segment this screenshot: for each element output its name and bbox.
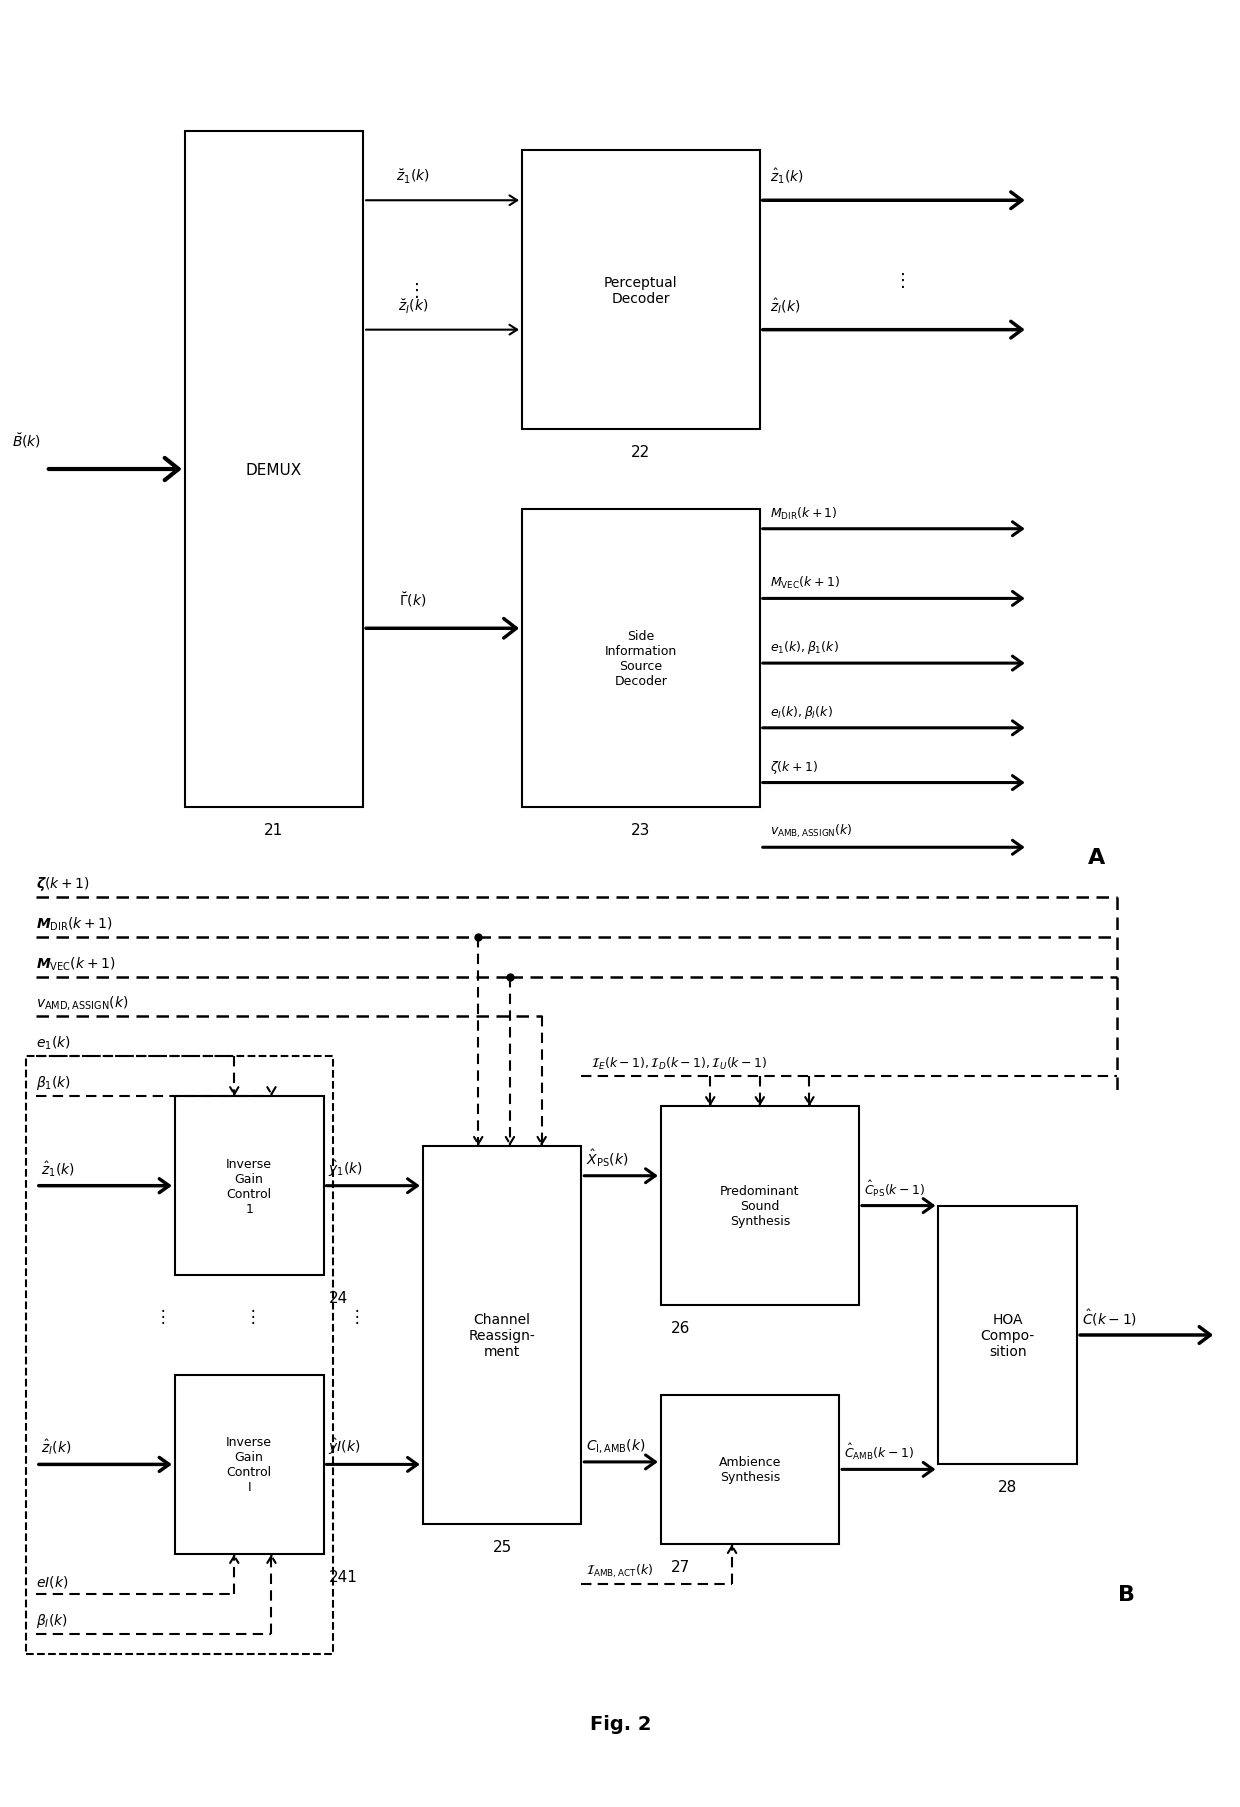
Text: Predominant
Sound
Synthesis: Predominant Sound Synthesis bbox=[720, 1184, 800, 1227]
Text: $\zeta(k+1)$: $\zeta(k+1)$ bbox=[770, 759, 818, 775]
Text: $\vdots$: $\vdots$ bbox=[407, 282, 419, 300]
Text: 27: 27 bbox=[671, 1559, 689, 1574]
Bar bbox=[522, 510, 760, 808]
Text: 21: 21 bbox=[264, 822, 284, 838]
Bar bbox=[939, 1205, 1078, 1465]
Text: $e_1(k)$: $e_1(k)$ bbox=[36, 1034, 71, 1052]
Text: $\hat{X}_{\mathrm{PS}}(k)$: $\hat{X}_{\mathrm{PS}}(k)$ bbox=[587, 1146, 629, 1167]
Text: Inverse
Gain
Control
I: Inverse Gain Control I bbox=[226, 1435, 272, 1494]
Bar bbox=[26, 1057, 334, 1653]
Text: A: A bbox=[1089, 847, 1106, 867]
Text: $\mathcal{I}_E(k-1), \mathcal{I}_D(k-1), \mathcal{I}_U(k-1)$: $\mathcal{I}_E(k-1), \mathcal{I}_D(k-1),… bbox=[591, 1055, 768, 1072]
Text: $e_I(k), \beta_I(k)$: $e_I(k), \beta_I(k)$ bbox=[770, 703, 832, 721]
Text: $\hat{z}_1(k)$: $\hat{z}_1(k)$ bbox=[41, 1158, 74, 1178]
Text: $\breve{z}_1(k)$: $\breve{z}_1(k)$ bbox=[396, 168, 429, 186]
Bar bbox=[522, 152, 760, 430]
Text: $\hat{z}_I(k)$: $\hat{z}_I(k)$ bbox=[41, 1437, 71, 1456]
Text: $\hat{C}_{\mathrm{PS}}(k-1)$: $\hat{C}_{\mathrm{PS}}(k-1)$ bbox=[864, 1178, 925, 1198]
Bar bbox=[661, 1395, 839, 1545]
Text: $\breve{z}_I(k)$: $\breve{z}_I(k)$ bbox=[398, 298, 428, 316]
Text: $\boldsymbol{M}_{\mathrm{VEC}}(k+1)$: $\boldsymbol{M}_{\mathrm{VEC}}(k+1)$ bbox=[36, 954, 115, 972]
Text: $\hat{C}(k-1)$: $\hat{C}(k-1)$ bbox=[1083, 1306, 1137, 1328]
Text: 25: 25 bbox=[492, 1540, 512, 1554]
Text: Fig. 2: Fig. 2 bbox=[590, 1715, 652, 1733]
Text: $\vdots$: $\vdots$ bbox=[154, 1306, 165, 1325]
Text: $\breve{\Gamma}(k)$: $\breve{\Gamma}(k)$ bbox=[399, 591, 427, 609]
Text: 28: 28 bbox=[998, 1480, 1017, 1494]
Text: $C_{\mathrm{I,AMB}}(k)$: $C_{\mathrm{I,AMB}}(k)$ bbox=[587, 1437, 646, 1455]
Text: 241: 241 bbox=[329, 1568, 357, 1585]
Text: $\vdots$: $\vdots$ bbox=[893, 271, 905, 291]
Text: $\vdots$: $\vdots$ bbox=[347, 1306, 358, 1325]
Text: 24: 24 bbox=[329, 1290, 347, 1305]
Text: Channel
Reassign-
ment: Channel Reassign- ment bbox=[469, 1312, 536, 1359]
Text: $\hat{y}_1(k)$: $\hat{y}_1(k)$ bbox=[329, 1158, 363, 1178]
Text: Inverse
Gain
Control
1: Inverse Gain Control 1 bbox=[226, 1156, 272, 1214]
Text: $\boldsymbol{M}_{\mathrm{DIR}}(k+1)$: $\boldsymbol{M}_{\mathrm{DIR}}(k+1)$ bbox=[36, 914, 113, 932]
Text: $\hat{C}_{\mathrm{AMB}}(k-1)$: $\hat{C}_{\mathrm{AMB}}(k-1)$ bbox=[844, 1442, 914, 1462]
Text: $M_{\mathrm{VEC}}(k+1)$: $M_{\mathrm{VEC}}(k+1)$ bbox=[770, 575, 839, 591]
Text: B: B bbox=[1118, 1585, 1136, 1605]
Text: 22: 22 bbox=[631, 445, 651, 459]
Text: $v_{\mathrm{AMD,ASSIGN}}(k)$: $v_{\mathrm{AMD,ASSIGN}}(k)$ bbox=[36, 994, 128, 1012]
Text: Side
Information
Source
Decoder: Side Information Source Decoder bbox=[605, 631, 677, 688]
Text: $\mathcal{I}_{\mathrm{AMB,ACT}}(k)$: $\mathcal{I}_{\mathrm{AMB,ACT}}(k)$ bbox=[587, 1561, 653, 1579]
Text: $e_1(k), \beta_1(k)$: $e_1(k), \beta_1(k)$ bbox=[770, 640, 838, 656]
Bar bbox=[175, 1097, 324, 1276]
Text: $\hat{y}I(k)$: $\hat{y}I(k)$ bbox=[329, 1437, 361, 1456]
Text: $\beta_I(k)$: $\beta_I(k)$ bbox=[36, 1610, 68, 1628]
Text: $\hat{z}_1(k)$: $\hat{z}_1(k)$ bbox=[770, 166, 804, 186]
Text: Ambience
Synthesis: Ambience Synthesis bbox=[719, 1456, 781, 1484]
Text: HOA
Compo-
sition: HOA Compo- sition bbox=[981, 1312, 1035, 1359]
Text: 23: 23 bbox=[631, 822, 651, 838]
Bar bbox=[661, 1106, 859, 1305]
Text: Perceptual
Decoder: Perceptual Decoder bbox=[604, 276, 678, 305]
Bar bbox=[423, 1146, 582, 1525]
Bar bbox=[185, 132, 363, 808]
Text: $v_{\mathrm{AMB,ASSIGN}}(k)$: $v_{\mathrm{AMB,ASSIGN}}(k)$ bbox=[770, 822, 852, 840]
Bar bbox=[175, 1375, 324, 1554]
Text: $\hat{z}_I(k)$: $\hat{z}_I(k)$ bbox=[770, 296, 800, 316]
Text: DEMUX: DEMUX bbox=[246, 463, 303, 477]
Text: 26: 26 bbox=[671, 1321, 689, 1335]
Text: $\boldsymbol{\zeta}(k+1)$: $\boldsymbol{\zeta}(k+1)$ bbox=[36, 875, 89, 893]
Text: $\vdots$: $\vdots$ bbox=[243, 1306, 254, 1325]
Text: $M_{\mathrm{DIR}}(k+1)$: $M_{\mathrm{DIR}}(k+1)$ bbox=[770, 506, 837, 522]
Text: $eI(k)$: $eI(k)$ bbox=[36, 1572, 68, 1588]
Text: $\beta_1(k)$: $\beta_1(k)$ bbox=[36, 1073, 71, 1091]
Text: $\breve{B}(k)$: $\breve{B}(k)$ bbox=[11, 432, 41, 450]
